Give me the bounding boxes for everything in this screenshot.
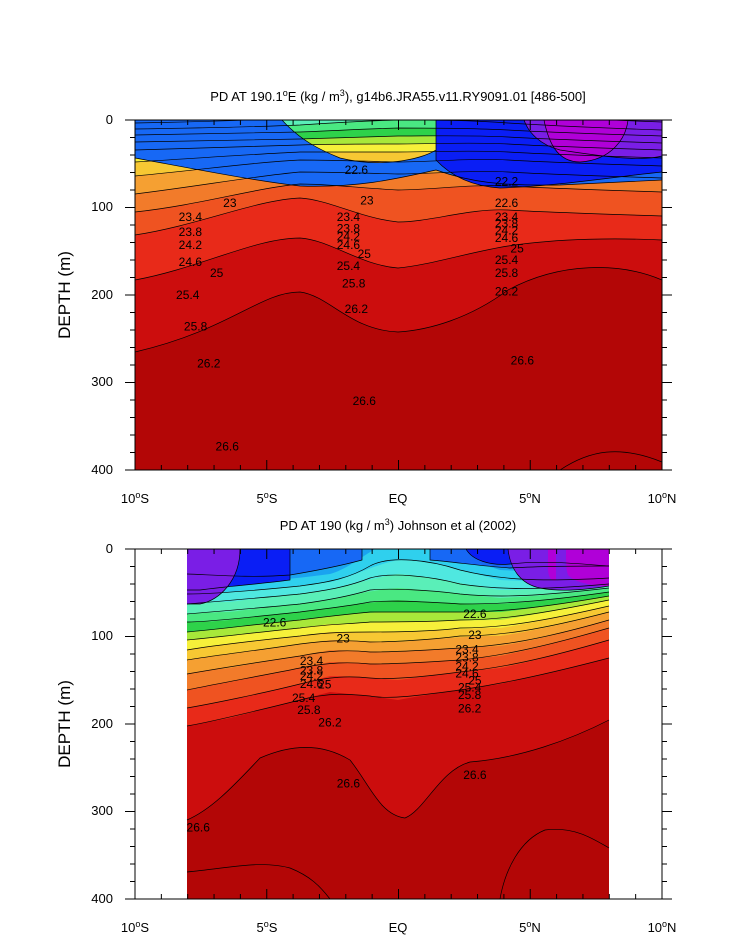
contour-label: 22.2 <box>495 174 519 188</box>
contour-label: 24.6 <box>300 677 324 691</box>
contour-field-model <box>135 120 662 470</box>
contour-label: 26.2 <box>495 285 519 299</box>
panel-observations: PD AT 190 (kg / m3) Johnson et al (2002) <box>55 517 676 935</box>
contour-label: 24.6 <box>179 255 203 269</box>
contour-label: 23 <box>336 631 350 645</box>
contour-label: 23 <box>360 194 374 208</box>
contour-label: 25.8 <box>458 688 482 702</box>
contour-label: 25.4 <box>495 253 519 267</box>
contour-label: 23.8 <box>179 225 203 239</box>
contour-label: 26.2 <box>345 302 369 316</box>
x-tick-labels-observations: 10oS 5oS EQ 5oN 10oN <box>121 919 677 935</box>
contour-label: 25 <box>468 673 482 687</box>
x-tick-label: 10oS <box>121 919 149 935</box>
contour-label: 25 <box>358 247 372 261</box>
contour-labels-observations: 22.622.623 2323.423.423.823.824.224.224.6… <box>187 607 487 835</box>
contour-label: 23.4 <box>455 643 479 657</box>
x-tick-label: 5oS <box>257 919 278 935</box>
y-tick-label: 0 <box>106 112 113 127</box>
panel-observations-title: PD AT 190 (kg / m3) Johnson et al (2002) <box>280 517 517 533</box>
contour-label: 23 <box>223 196 237 210</box>
contour-label: 25.8 <box>495 266 519 280</box>
axis-ticks-observations <box>125 548 672 900</box>
contour-label: 23.8 <box>300 664 324 678</box>
contour-label: 22.6 <box>463 607 487 621</box>
contour-label: 26.6 <box>511 354 535 368</box>
contour-label: 26.6 <box>353 394 377 408</box>
contour-label: 25.4 <box>458 680 482 694</box>
contour-label: 24.2 <box>455 659 479 673</box>
contour-label: 23.8 <box>337 222 361 236</box>
contour-label: 26.2 <box>458 701 482 715</box>
contour-labels-model: 22.622.223 23 22.623.4 23.4 23.423.8 23.8 23.8… <box>176 163 534 454</box>
contour-label: 25 <box>510 242 524 256</box>
y-tick-label: 400 <box>91 891 113 906</box>
contour-label: 22.6 <box>345 163 369 177</box>
x-tick-label: EQ <box>389 491 408 506</box>
contour-label: 26.2 <box>197 356 221 370</box>
x-tick-label: 5oS <box>257 490 278 506</box>
panel-model: PD AT 190.1oE (kg / m3), g14b6.JRA55.v11… <box>55 88 677 506</box>
contour-field-observations <box>187 549 609 899</box>
contour-label: 26.2 <box>318 715 342 729</box>
y-tick-label: 100 <box>91 199 113 214</box>
x-tick-label: 10oS <box>121 490 149 506</box>
contour-label: 23.8 <box>495 216 519 230</box>
y-tick-label: 200 <box>91 287 113 302</box>
contour-label: 23.8 <box>455 651 479 665</box>
x-tick-label: 10oN <box>648 919 677 935</box>
contour-label: 25 <box>210 266 224 280</box>
y-tick-labels-observations: 0 100 200 300 400 <box>91 541 113 906</box>
x-tick-labels-model: 10oS 5oS EQ 5oN 10oN <box>121 490 677 506</box>
contour-label: 24.6 <box>337 238 361 252</box>
contour-label: 24.2 <box>337 229 361 243</box>
x-tick-label: EQ <box>389 920 408 935</box>
contour-label: 26.6 <box>337 777 361 791</box>
contour-label: 24.6 <box>495 231 519 245</box>
y-axis-label-model: DEPTH (m) <box>55 251 74 339</box>
contour-label: 23.4 <box>300 654 324 668</box>
contour-label: 22.6 <box>495 196 519 210</box>
y-tick-label: 100 <box>91 628 113 643</box>
contour-label: 26.6 <box>187 820 211 834</box>
contour-label: 25.8 <box>297 703 321 717</box>
y-tick-label: 300 <box>91 803 113 818</box>
y-tick-label: 300 <box>91 374 113 389</box>
contour-label: 25.4 <box>176 288 200 302</box>
y-tick-labels-model: 0 100 200 300 400 <box>91 112 113 477</box>
contour-label: 24.2 <box>300 669 324 683</box>
contour-label: 26.6 <box>463 768 487 782</box>
contour-label: 24.2 <box>495 223 519 237</box>
contour-label: 24.2 <box>179 238 203 252</box>
x-tick-label: 5oN <box>519 919 541 935</box>
contour-label: 22.6 <box>263 616 287 630</box>
x-tick-label: 5oN <box>519 490 541 506</box>
y-axis-label-observations: DEPTH (m) <box>55 680 74 768</box>
y-tick-label: 200 <box>91 716 113 731</box>
contour-label: 24.6 <box>455 666 479 680</box>
contour-label: 23.4 <box>179 210 203 224</box>
contour-label: 25 <box>318 678 332 692</box>
contour-label: 25.4 <box>337 259 361 273</box>
panel-model-title: PD AT 190.1oE (kg / m3), g14b6.JRA55.v11… <box>210 88 585 104</box>
contour-label: 23.4 <box>495 210 519 224</box>
axis-ticks-model <box>125 119 672 471</box>
x-tick-label: 10oN <box>648 490 677 506</box>
contour-label: 25.8 <box>184 320 208 334</box>
contour-label: 25.4 <box>292 691 316 705</box>
contour-label: 26.6 <box>216 439 240 453</box>
y-tick-label: 0 <box>106 541 113 556</box>
contour-lines-observations <box>186 549 610 899</box>
contour-label: 23 <box>468 628 482 642</box>
y-tick-label: 400 <box>91 462 113 477</box>
contour-label: 25.8 <box>342 277 366 291</box>
contour-label: 23.4 <box>337 210 361 224</box>
